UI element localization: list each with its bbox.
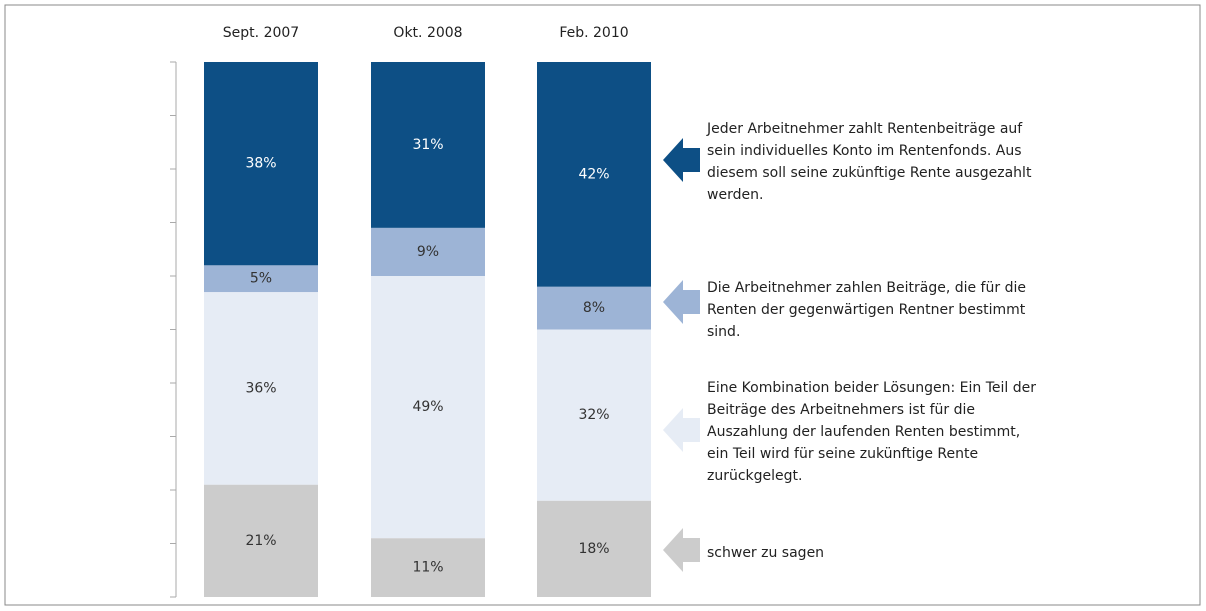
value-label: 36% — [245, 380, 276, 396]
value-label: 5% — [250, 271, 272, 287]
value-label: 38% — [245, 156, 276, 172]
bar-segment — [537, 62, 651, 287]
bar-segment — [204, 62, 318, 266]
bar-segment — [204, 265, 318, 293]
legend-arrow — [663, 528, 700, 572]
bar-segment — [204, 484, 318, 597]
bar-segment — [371, 538, 485, 597]
legend-arrow — [663, 280, 700, 324]
bar-segment — [371, 62, 485, 228]
bar-segment — [371, 276, 485, 539]
bar-segment — [537, 329, 651, 501]
legend-label: Eine Kombination beider Lösungen: Ein Te… — [707, 380, 1036, 484]
x-tick-label: Okt. 2008 — [393, 25, 462, 41]
value-label: 18% — [578, 541, 609, 557]
value-label: 9% — [417, 244, 439, 260]
value-label: 32% — [578, 407, 609, 423]
value-label: 11% — [412, 560, 443, 576]
legend-label: schwer zu sagen — [707, 545, 825, 561]
bar-segment — [537, 500, 651, 597]
x-tick-label: Feb. 2010 — [559, 25, 628, 41]
value-label: 21% — [245, 533, 276, 549]
value-label: 8% — [583, 300, 605, 316]
frame — [4, 4, 1201, 606]
legend-arrow — [663, 138, 700, 182]
value-label: 31% — [412, 137, 443, 153]
legend-label: Jeder Arbeitnehmer zahlt Rentenbeiträge … — [707, 121, 1032, 203]
x-tick-label: Sept. 2007 — [223, 25, 299, 41]
bar-segment — [371, 227, 485, 276]
legend-arrow — [663, 408, 700, 452]
bar-segment — [204, 292, 318, 485]
legend-label: Die Arbeitnehmer zahlen Beiträge, die fü… — [707, 280, 1026, 340]
bar-segment — [537, 286, 651, 330]
value-label: 42% — [578, 166, 609, 182]
value-label: 49% — [412, 399, 443, 415]
